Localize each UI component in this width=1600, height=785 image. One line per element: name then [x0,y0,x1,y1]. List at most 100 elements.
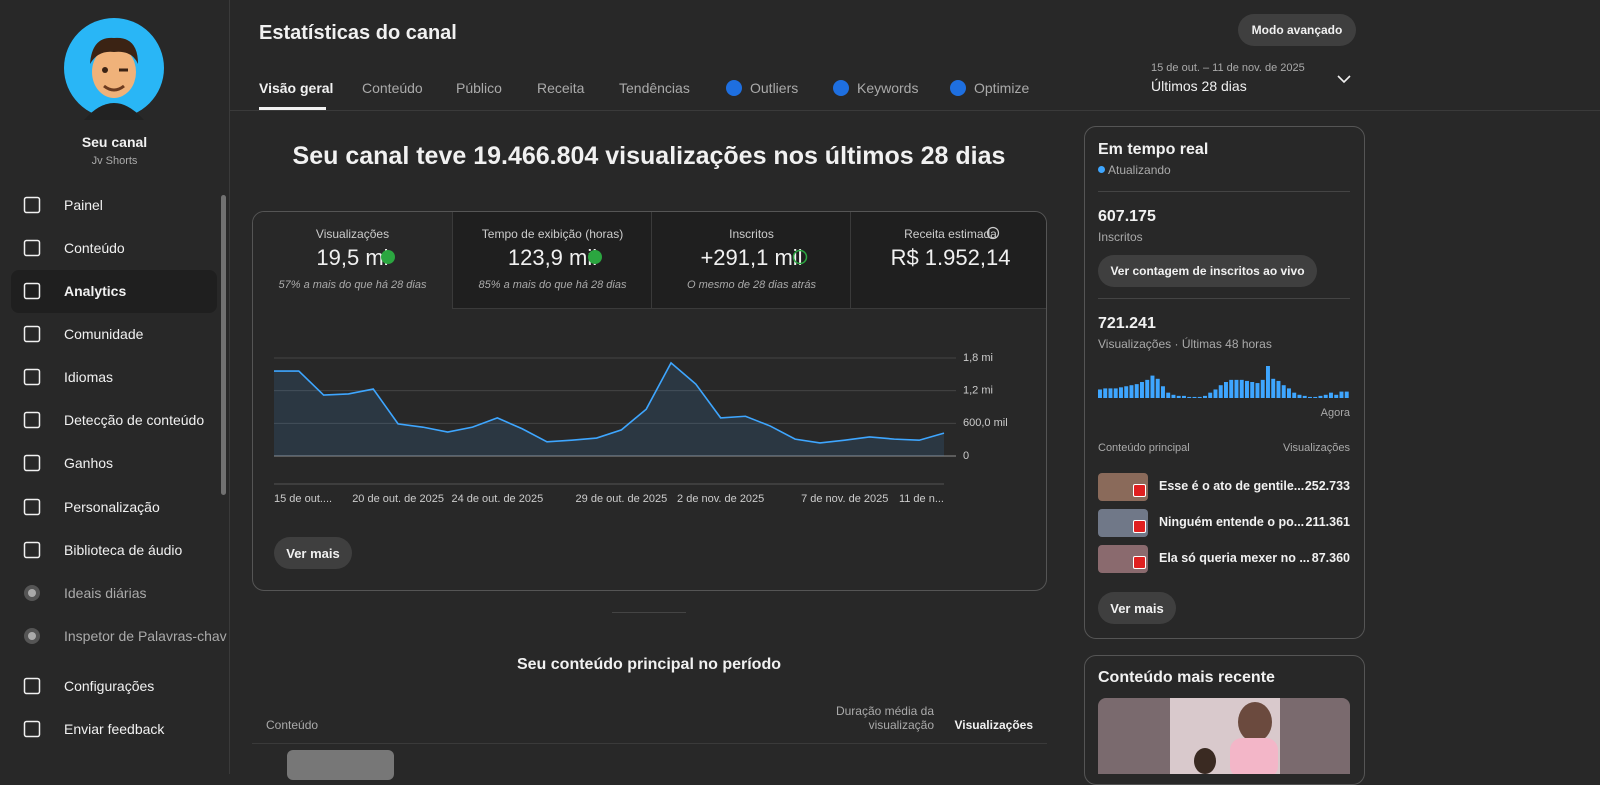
list-header: Visualizações [1282,442,1350,454]
metric-tab[interactable]: Inscritos +291,1 mil O mesmo de 28 dias at… [651,212,850,309]
live-button[interactable]: Ver contagem de inscritos ao vivo [1098,255,1317,287]
metric-note: 85% a mais do que há 28 dias [478,279,627,291]
nav-item[interactable]: Painel [64,197,103,213]
tab-icon [950,80,966,96]
nav-item[interactable]: Comunidade [64,326,144,342]
status-dot [1098,166,1105,173]
row-views: 211.361 [1305,515,1351,529]
tab[interactable]: Outliers [750,80,799,96]
nav-icon [24,628,40,644]
metric-value: 19,5 mi [316,245,389,270]
column-header: Conteúdo [266,718,319,732]
nav-item[interactable]: Idiomas [64,369,114,385]
advanced-button[interactable]: Modo avançado [1238,14,1356,46]
nav-icon [23,325,41,343]
metric-tab[interactable]: Tempo de exibição (horas) 123,9 mil 85% a … [452,212,651,309]
chart-more-button[interactable]: Ver mais [274,537,352,569]
column-header[interactable]: Visualizações [954,718,1034,732]
nav-selected [11,270,217,313]
shorts-badge [1133,484,1146,497]
nav-item[interactable]: Configurações [64,678,155,694]
metric-tab[interactable]: Visualizações 19,5 mi 57% a mais do que há… [253,212,452,309]
tab[interactable]: Receita [537,80,585,96]
nav-icon [24,585,40,601]
divider [612,612,686,613]
tab[interactable]: Conteúdo [362,80,423,96]
list-header: Conteúdo principal [1098,442,1190,454]
separator [1098,191,1350,192]
row-title[interactable]: Ela só queria mexer no ... [1159,551,1310,565]
nav-icon [23,677,41,695]
nav-icon [23,196,41,214]
shorts-badge [1133,520,1146,533]
tab-icon [726,80,742,96]
row-views: 252.733 [1304,479,1350,493]
nav-item[interactable]: Ideais diárias [64,585,147,601]
shorts-badge [1133,556,1146,569]
nav-item[interactable]: Conteúdo [64,240,125,256]
nav-item[interactable]: Enviar feedback [64,721,165,737]
header-border [229,110,1600,111]
channel-handle: Jv Shorts [91,155,138,167]
chevron[interactable] [1336,74,1352,84]
column-header: Duração média da visualização [835,704,934,732]
page-title: Estatísticas do canal [259,22,457,44]
tab[interactable]: Público [456,80,502,96]
nav-icon [23,368,41,386]
tab[interactable]: Visão geral [259,80,334,96]
nav-icon [23,411,41,429]
headline: Seu canal teve 19.466.804 visualizações … [292,142,1006,170]
period[interactable]: Últimos 28 dias [1151,78,1247,94]
nav-icon [23,498,41,516]
thumbnail-figure [1194,748,1216,774]
thumbnail-figure [1238,702,1272,742]
tab[interactable]: Optimize [974,80,1030,96]
nav-icon [23,282,41,300]
table-border [252,743,1047,744]
row-title[interactable]: Ninguém entende o po... [1159,515,1305,529]
tab-underline [259,107,326,110]
realtime-title: Em tempo real [1098,141,1209,158]
tab[interactable]: Tendências [619,80,690,96]
metric-label: Tempo de exibição (horas) [481,227,624,241]
nav-icon [23,239,41,257]
top-content-title: Seu conteúdo principal no período [516,656,781,673]
avatar[interactable] [62,16,166,120]
nav-item[interactable]: Inspetor de Palavras-chav [64,628,227,644]
nav-item[interactable]: Detecção de conteúdo [64,412,205,428]
subscribers-label: Inscritos [1098,230,1143,244]
nav-item[interactable]: Personalização [64,499,160,515]
metric-tab[interactable]: Receita estimada R$ 1.952,14 [850,212,1046,309]
thumbnail[interactable] [287,750,394,780]
tab-icon [833,80,849,96]
nav-item[interactable]: Biblioteca de áudio [64,542,183,558]
metric-label: Receita estimada [904,227,997,241]
metric-value: 123,9 mil [507,245,598,270]
latest-thumbnail[interactable] [1098,698,1350,774]
scrollbar [221,195,226,495]
nav-item[interactable]: Analytics [64,283,127,299]
latest-title: Conteúdo mais recente [1098,669,1275,686]
metric-note: O mesmo de 28 dias atrás [686,279,816,291]
metric-label: Inscritos [729,227,774,241]
views: 721.241 [1098,315,1156,332]
metric-value: +291,1 mil [700,245,803,270]
separator [1098,298,1350,299]
overview-card: Visualizações 19,5 mi 57% a mais do que há… [252,211,1047,591]
realtime-more-button[interactable]: Ver mais [1098,592,1176,624]
metric-label: Visualizações [315,227,390,241]
channel-name: Seu canal [81,134,148,150]
row-views: 87.360 [1311,551,1350,565]
nav-icon [23,454,41,472]
date-range: 15 de out. – 11 de nov. de 2025 [1151,62,1305,74]
status: Atualizando [1108,163,1171,177]
now-label: Agora [1320,407,1350,419]
nav-item[interactable]: Ganhos [64,455,114,471]
tab[interactable]: Keywords [857,80,919,96]
thumbnail-figure [1230,738,1278,774]
realtime-card [1084,126,1365,639]
row-title[interactable]: Esse é o ato de gentile... [1159,479,1305,493]
nav-icon [23,720,41,738]
